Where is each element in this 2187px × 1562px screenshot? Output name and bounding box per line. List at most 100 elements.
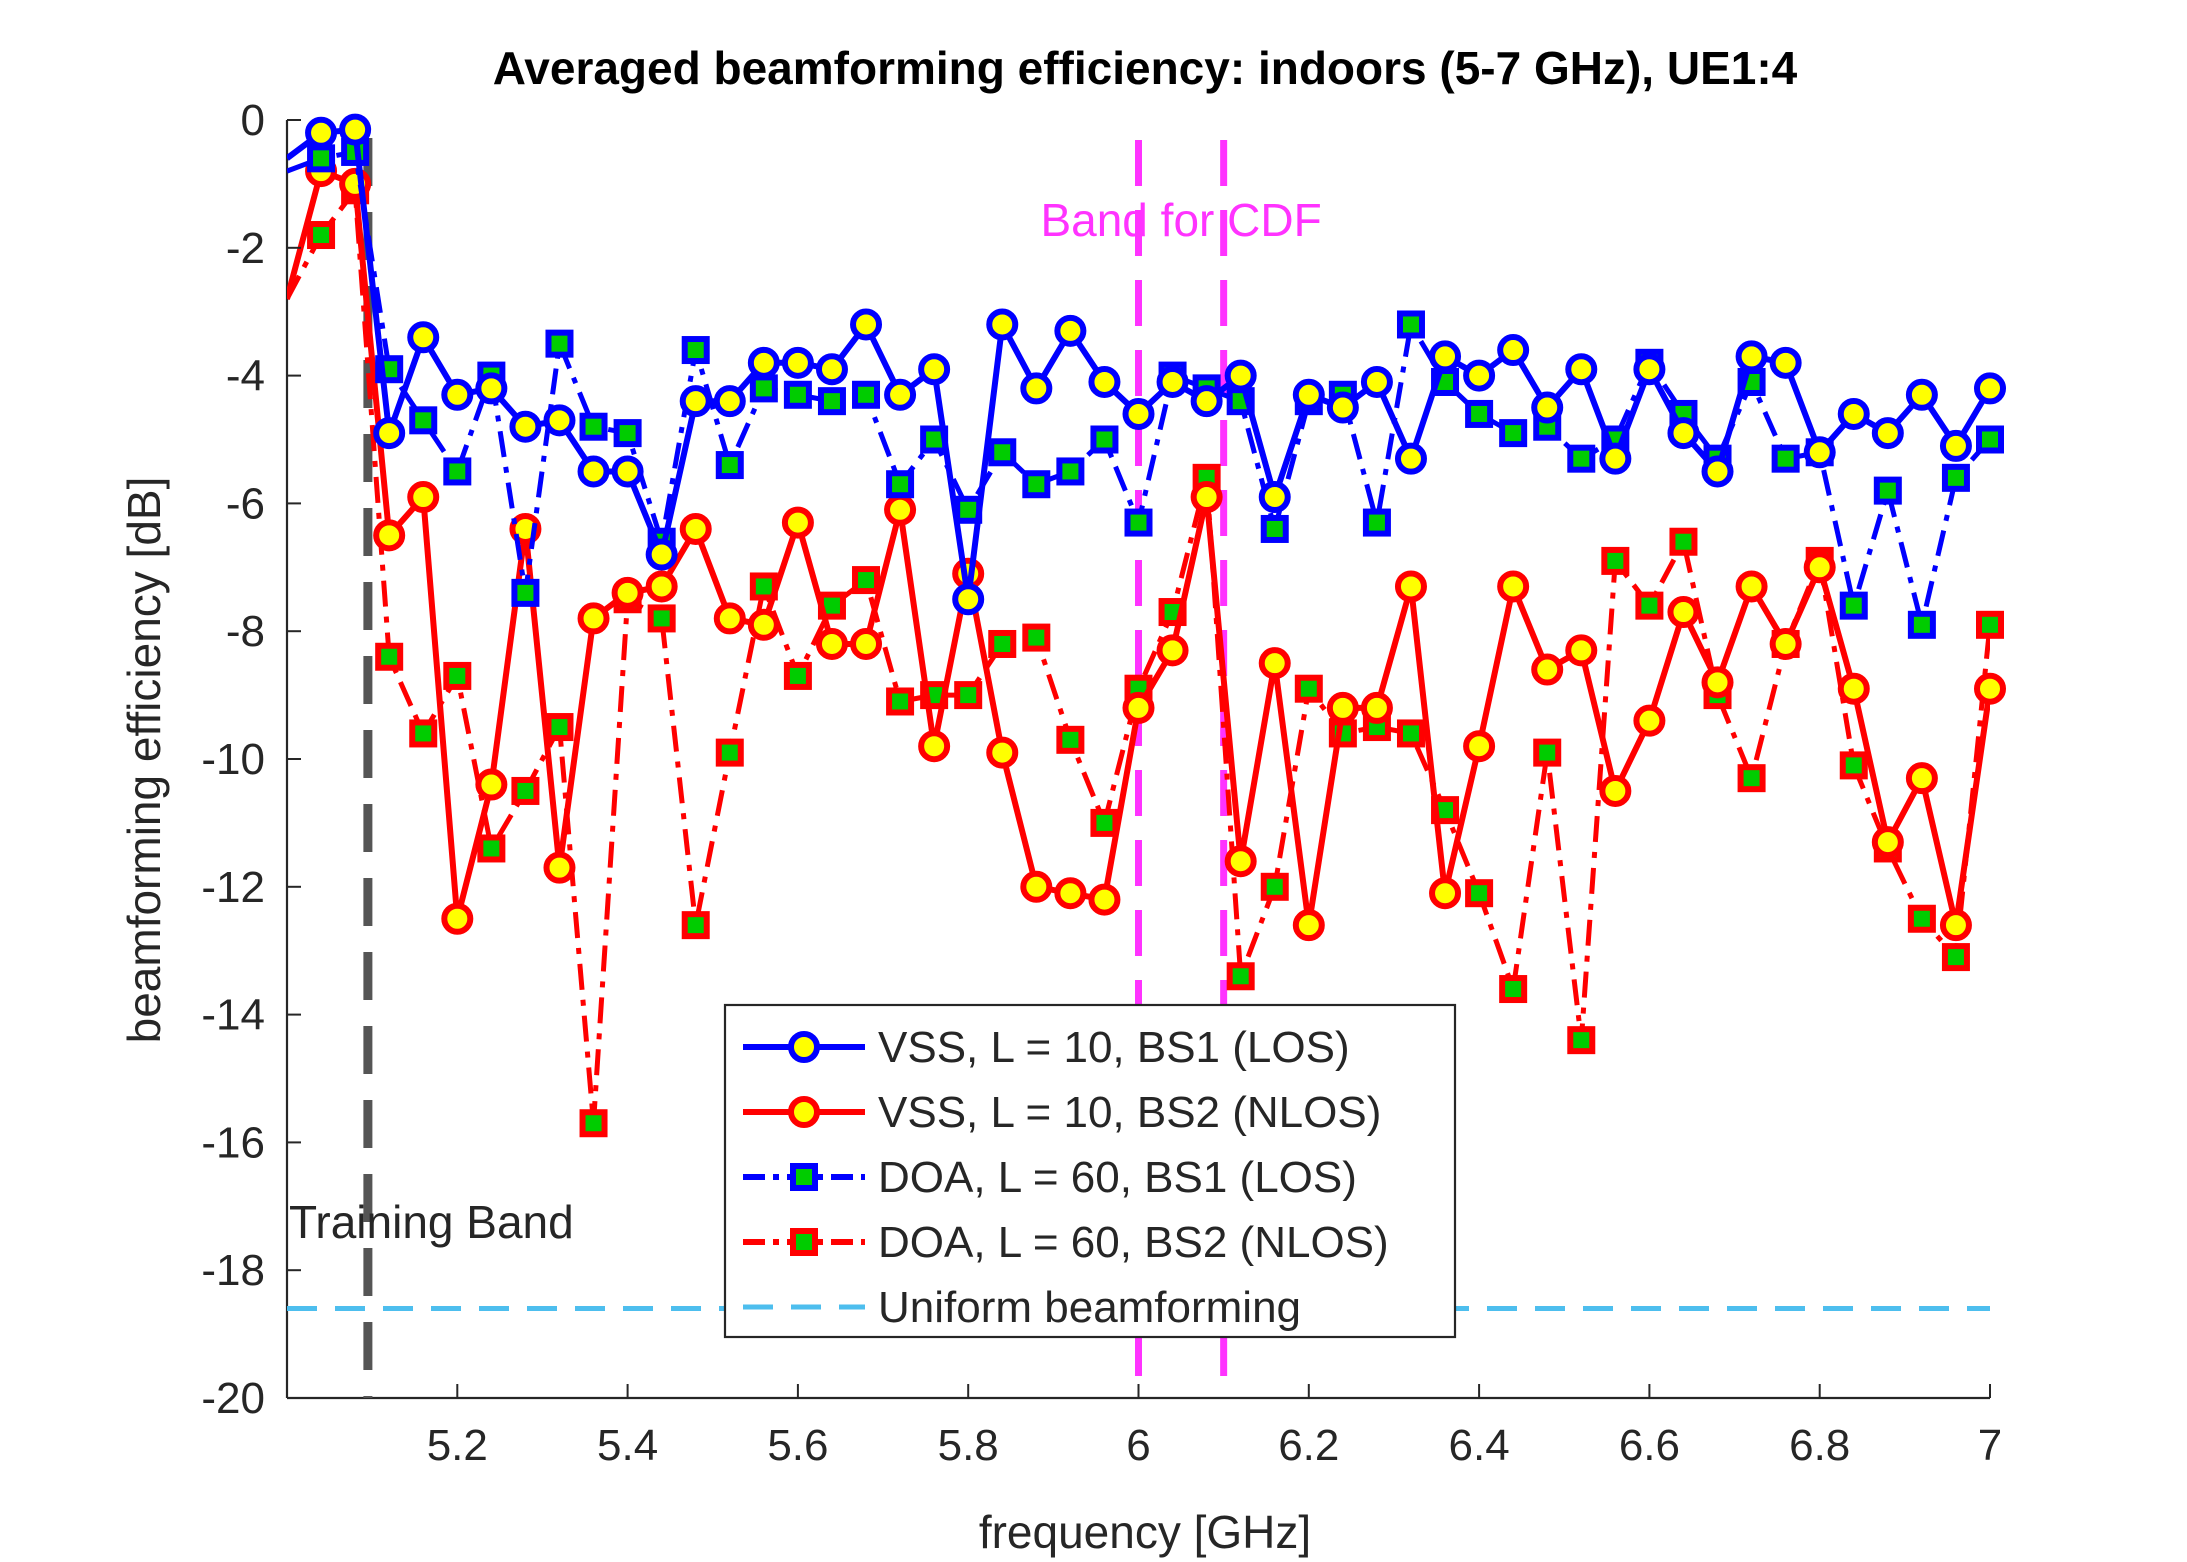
data-point [1905,378,1938,411]
data-point [952,583,985,616]
data-point [1837,397,1870,430]
data-point [1465,399,1494,428]
legend-swatch-marker [790,1228,818,1256]
data-point [1088,365,1121,398]
y-axis-ticks: 0 -2 -4 -6 -8 -10 -12 -14 -16 -18 -20 [201,96,301,1423]
data-point [681,336,710,365]
data-point [1394,442,1427,475]
data-point [579,1109,608,1138]
chart-title: Averaged beamforming efficiency: indoors… [493,42,1798,94]
data-point [1054,877,1087,910]
data-point [545,329,574,358]
data-point [577,455,610,488]
data-point [1771,444,1800,473]
data-point [509,410,542,443]
y-tick-label: -18 [201,1246,265,1295]
data-point [1871,826,1904,859]
x-tick-label: 5.2 [427,1421,488,1470]
data-point [1839,751,1868,780]
legend: VSS, L = 10, BS1 (LOS) VSS, L = 10, BS2 (… [723,1003,1457,1339]
data-point [1122,691,1155,724]
x-tick-label: 6 [1126,1421,1150,1470]
data-point [1635,591,1664,620]
data-point [407,321,440,354]
data-point [918,730,951,763]
data-point [1396,719,1425,748]
data-point [1907,904,1936,933]
data-point [1974,372,2006,405]
training-band-label: Training Band [289,1196,574,1248]
data-point [817,387,846,416]
data-point [715,738,744,767]
data-point [884,493,917,526]
data-point [339,113,372,146]
data-point [477,834,506,863]
x-tick-label: 7 [1978,1421,2002,1470]
data-point [1326,391,1359,424]
data-point [715,451,744,480]
y-tick-label: -8 [226,607,265,656]
data-point [1599,442,1632,475]
data-point [577,602,610,635]
x-tick-label: 5.8 [938,1421,999,1470]
data-point [1394,570,1427,603]
legend-label: VSS, L = 10, BS1 (LOS) [878,1023,1350,1072]
x-axis-ticks: 5.2 5.4 5.6 5.8 6 6.2 6.4 6.6 6.8 7 [427,1384,2002,1470]
data-point [1090,425,1119,454]
data-point [747,608,780,641]
data-point [545,713,574,742]
data-point [1907,610,1936,639]
data-point [1090,808,1119,837]
data-point [1260,872,1289,901]
data-point [1667,596,1700,629]
data-point [1531,391,1564,424]
data-point [1601,546,1630,575]
data-point [1769,346,1802,379]
data-point [1465,879,1494,908]
legend-box [723,1003,1457,1339]
data-point [815,353,848,386]
data-point [1839,591,1868,620]
series-markers-0 [305,113,2006,616]
data-point [1669,527,1698,556]
data-point [1156,365,1189,398]
data-point [307,221,336,250]
data-point [1020,870,1053,903]
y-tick-label: 0 [241,96,265,145]
data-point [1088,883,1121,916]
data-point [1633,704,1666,737]
data-point [1190,481,1223,514]
data-point [645,538,678,571]
legend-label: DOA, L = 60, BS2 (NLOS) [878,1218,1389,1267]
y-tick-label: -20 [201,1374,265,1423]
data-point [986,308,1019,341]
data-point [1871,417,1904,450]
data-point [1122,397,1155,430]
data-point [1258,481,1291,514]
data-point [1701,666,1734,699]
data-point [1974,672,2006,705]
legend-swatch-marker [790,1163,818,1191]
data-point [1873,476,1902,505]
data-point [1258,647,1291,680]
data-point [1701,455,1734,488]
data-point [1294,674,1323,703]
data-point [781,506,814,539]
data-point [1124,508,1153,537]
data-point [1976,610,2004,639]
data-point [1054,314,1087,347]
data-point [1396,310,1425,339]
data-point [1533,738,1562,767]
plot-area: Training Band Band for CDF [285,113,2006,1400]
data-point [1292,378,1325,411]
x-tick-label: 6.8 [1789,1421,1850,1470]
data-point [781,346,814,379]
data-point [1531,653,1564,686]
x-tick-label: 5.4 [597,1421,658,1470]
data-point [954,681,983,710]
data-point [1735,570,1768,603]
series-markers-2 [307,137,2004,639]
data-point [1803,551,1836,584]
data-point [645,570,678,603]
data-point [850,627,883,660]
